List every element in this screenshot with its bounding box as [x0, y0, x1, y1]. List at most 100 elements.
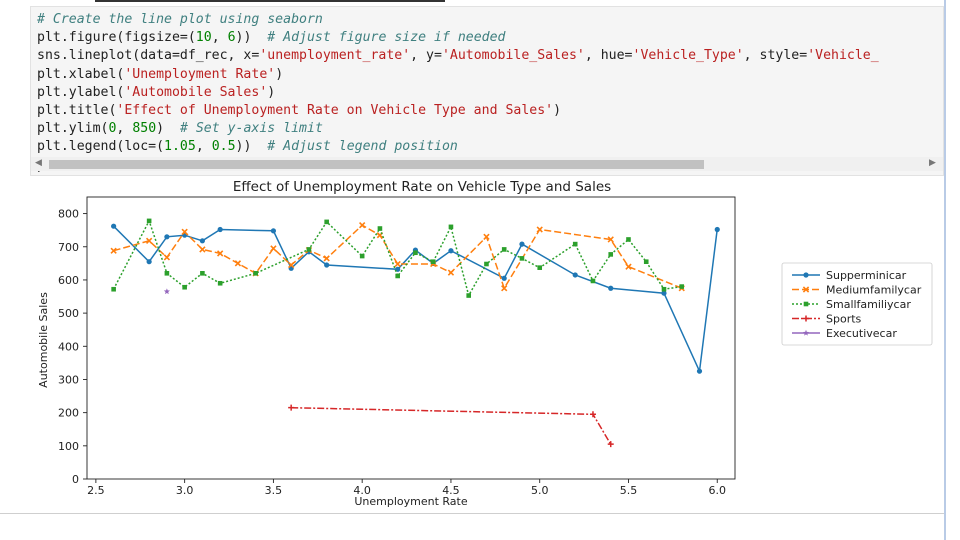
- data-point: [234, 260, 242, 267]
- code-token: 'Effect of Unemployment Rate on Vehicle …: [116, 103, 554, 119]
- y-tick-label: 100: [58, 440, 79, 453]
- code-token: 'Vehicle_: [807, 48, 879, 64]
- y-tick-label: 0: [72, 473, 79, 486]
- output-separator: [0, 513, 944, 514]
- data-point: [146, 218, 152, 224]
- x-axis-label: Unemployment Rate: [354, 495, 468, 508]
- code-token: 'Vehicle_Type': [632, 48, 744, 64]
- code-token: , hue=: [584, 48, 633, 64]
- y-tick-label: 300: [58, 373, 79, 386]
- series-executivecar: [163, 288, 170, 295]
- data-point: [537, 265, 543, 270]
- data-point: [466, 293, 471, 298]
- code-token: ): [267, 84, 276, 100]
- code-token: )): [235, 139, 268, 155]
- code-token: 1.05: [164, 139, 196, 155]
- code-token: ,: [116, 121, 133, 137]
- chart-title: Effect of Unemployment Rate on Vehicle T…: [233, 179, 611, 195]
- series-sports: [288, 404, 614, 448]
- data-point: [377, 226, 383, 231]
- code-token: plt.figure(figsize=(: [37, 30, 196, 46]
- data-point: [413, 250, 418, 256]
- y-tick-label: 400: [58, 340, 79, 353]
- legend-label-executivecar: Executivecar: [826, 327, 897, 340]
- series-supperminicar: [111, 223, 720, 374]
- scroll-left-icon[interactable]: ◀: [35, 158, 42, 168]
- data-point: [111, 223, 117, 229]
- code-token: 'Automobile Sales': [124, 84, 268, 100]
- data-point: [164, 271, 170, 276]
- legend-label-supperminicar: Supperminicar: [826, 269, 907, 282]
- x-tick-label: 3.5: [265, 484, 283, 497]
- data-point: [536, 226, 543, 233]
- code-token: ): [553, 103, 562, 119]
- code-token: 0: [108, 121, 117, 137]
- data-point: [661, 286, 667, 292]
- scroll-right-icon[interactable]: ▶: [929, 158, 936, 168]
- code-token: # Set y-axis limit: [179, 121, 323, 137]
- data-point: [625, 263, 632, 270]
- data-point: [696, 368, 703, 374]
- x-tick-label: 2.5: [87, 484, 105, 497]
- data-point: [447, 269, 455, 276]
- plot-area: [86, 196, 736, 480]
- data-point: [607, 236, 614, 243]
- y-tick-label: 700: [58, 241, 79, 254]
- data-point: [661, 290, 667, 296]
- data-point: [287, 261, 295, 269]
- data-point: [448, 248, 454, 254]
- data-point: [714, 226, 720, 233]
- code-token: 'Unemployment Rate': [124, 66, 276, 82]
- series-line-smallfamiliycar: [112, 218, 682, 298]
- scrollbar-thumb[interactable]: [49, 160, 704, 169]
- code-token: 0.5: [211, 139, 236, 155]
- data-point: [324, 219, 329, 225]
- code-cell[interactable]: # Create the line plot using seaborn plt…: [30, 6, 944, 176]
- series-smallfamiliycar: [111, 218, 685, 298]
- x-tick-label: 4.0: [353, 484, 371, 497]
- data-point: [501, 247, 507, 252]
- code-line: plt.figure(figsize=(10, 6)) # Adjust fig…: [37, 30, 505, 45]
- horizontal-scrollbar[interactable]: ◀ ▶: [31, 157, 943, 171]
- data-point: [519, 241, 525, 247]
- data-point: [643, 259, 649, 264]
- x-tick-label: 6.0: [708, 484, 726, 497]
- x-axis: 2.5 3.0 3.5 4.0 4.5 5.0 5.5 6.0: [87, 479, 726, 497]
- legend-label-mediumfamilycar: Mediumfamilycar: [826, 284, 922, 297]
- code-token: ,: [211, 30, 228, 46]
- data-point: [163, 288, 170, 295]
- y-tick-label: 600: [58, 274, 79, 287]
- data-point: [164, 234, 170, 240]
- data-point: [608, 252, 614, 257]
- data-point: [572, 272, 578, 278]
- legend-box: [781, 262, 933, 346]
- code-line: plt.title('Effect of Unemployment Rate o…: [37, 103, 561, 118]
- code-line: plt.ylabel('Automobile Sales'): [37, 85, 275, 100]
- data-point: [590, 278, 596, 284]
- code-token: 'unemployment_rate': [259, 48, 411, 64]
- code-token: ,: [195, 139, 212, 155]
- data-point: [483, 233, 490, 240]
- code-token: plt.legend(loc=(: [37, 139, 165, 155]
- data-point: [288, 404, 295, 411]
- code-editor[interactable]: # Create the line plot using seaborn plt…: [37, 11, 879, 175]
- data-point: [306, 247, 312, 252]
- code-token: ): [156, 121, 180, 137]
- code-token: plt.xlabel(: [37, 66, 125, 82]
- data-point: [608, 285, 614, 291]
- data-point: [501, 275, 507, 281]
- data-point: [146, 259, 152, 265]
- code-line: plt.xlabel('Unemployment Rate'): [37, 67, 283, 82]
- code-token: ): [275, 66, 284, 82]
- x-tick-label: 5.0: [531, 484, 549, 497]
- code-token: # Adjust figure size if needed: [267, 30, 506, 46]
- y-tick-label: 800: [58, 208, 79, 221]
- code-token: 6: [227, 30, 236, 46]
- code-token: 850: [132, 121, 157, 137]
- code-token: # Adjust legend position: [267, 139, 458, 155]
- code-line: sns.lineplot(data=df_rec, x='unemploymen…: [37, 48, 879, 63]
- data-point: [216, 250, 224, 257]
- data-point: [270, 228, 277, 234]
- data-point: [181, 228, 188, 236]
